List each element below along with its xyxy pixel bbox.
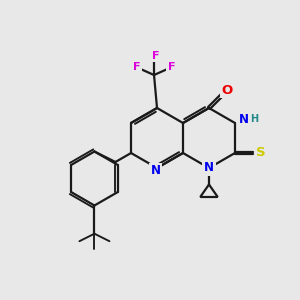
Text: N: N [204,161,214,174]
Text: F: F [168,62,176,73]
Text: N: N [151,164,160,178]
Text: F: F [133,62,140,73]
Text: N: N [239,113,249,126]
Text: H: H [250,114,258,124]
Text: F: F [152,51,159,61]
Text: S: S [256,146,266,160]
Text: O: O [221,83,233,97]
